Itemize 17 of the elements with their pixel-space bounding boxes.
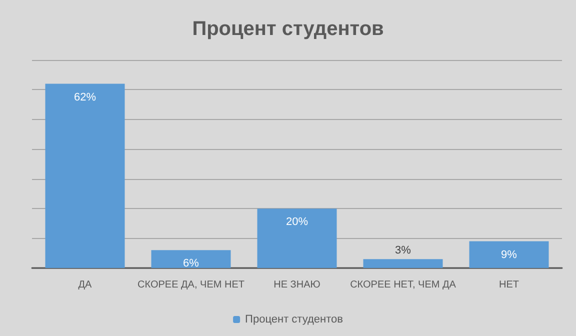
data-label: 6%: [183, 258, 200, 270]
data-label: 20%: [286, 216, 308, 228]
bar: [469, 241, 549, 268]
x-tick-label: ДА: [78, 280, 92, 290]
bar: [363, 259, 443, 268]
bar: [45, 84, 125, 268]
chart-title: Процент студентов: [192, 18, 384, 40]
data-label: 9%: [501, 248, 518, 261]
bar: [257, 208, 337, 268]
x-tick-label: СКОРЕЕ ДА, ЧЕМ НЕТ: [138, 280, 244, 290]
x-tick-label: НЕ ЗНАЮ: [274, 280, 320, 290]
data-label: 62%: [74, 91, 96, 104]
bar: [151, 250, 231, 268]
x-tick-label: НЕТ: [499, 280, 519, 290]
legend-label: Процент студентов: [245, 314, 344, 326]
data-label: 3%: [395, 244, 412, 257]
x-tick-label: СКОРЕЕ НЕТ, ЧЕМ ДА: [350, 280, 456, 290]
